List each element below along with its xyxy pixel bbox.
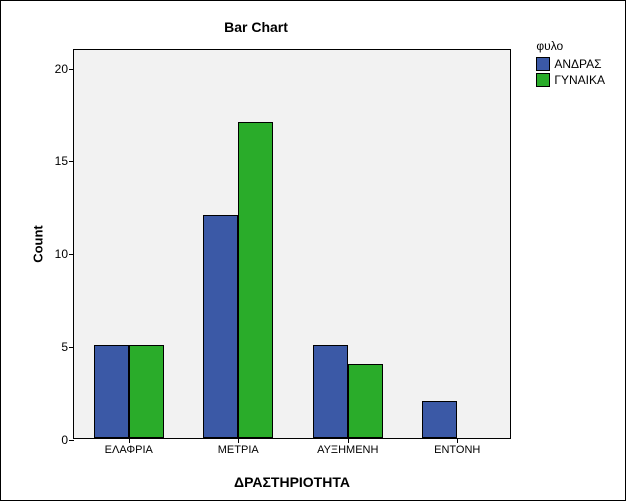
x-axis-label: ΔΡΑΣΤΗΡΙΟΤΗΤΑ [73, 474, 511, 490]
x-tick-mark [348, 438, 349, 443]
y-tick-mark [69, 254, 74, 255]
x-tick-mark [129, 438, 130, 443]
bar-ΑΝΔΡΑΣ-ΕΛΑΦΡΙΑ [94, 345, 129, 438]
chart-container: Bar Chart φυλο ΑΝΔΡΑΣΓΥΝΑΙΚΑ Count 05101… [0, 0, 626, 501]
bar-ΑΝΔΡΑΣ-ΑΥΞΗΜΕΝΗ [313, 345, 348, 438]
y-tick-label: 10 [34, 247, 74, 261]
legend-swatch [536, 73, 550, 87]
y-tick-mark [69, 440, 74, 441]
legend-label: ΑΝΔΡΑΣ [554, 57, 601, 71]
bar-ΑΝΔΡΑΣ-ΕΝΤΟΝΗ [422, 401, 457, 438]
bar-ΓΥΝΑΙΚΑ-ΜΕΤΡΙΑ [238, 122, 273, 438]
y-tick-label: 0 [34, 433, 74, 447]
bar-ΓΥΝΑΙΚΑ-ΕΛΑΦΡΙΑ [129, 345, 164, 438]
y-tick-mark [69, 161, 74, 162]
y-tick-label: 15 [34, 154, 74, 168]
legend-swatch [536, 57, 550, 71]
legend-item: ΓΥΝΑΙΚΑ [536, 73, 605, 87]
bar-ΓΥΝΑΙΚΑ-ΑΥΞΗΜΕΝΗ [348, 364, 383, 438]
y-tick-label: 20 [34, 62, 74, 76]
plot-area: 05101520ΕΛΑΦΡΙΑΜΕΤΡΙΑΑΥΞΗΜΕΝΗΕΝΤΟΝΗ [73, 49, 511, 439]
y-tick-label: 5 [34, 340, 74, 354]
legend-label: ΓΥΝΑΙΚΑ [554, 73, 605, 87]
y-tick-mark [69, 69, 74, 70]
y-tick-mark [69, 347, 74, 348]
x-tick-mark [238, 438, 239, 443]
bar-ΑΝΔΡΑΣ-ΜΕΤΡΙΑ [203, 215, 238, 438]
legend-item: ΑΝΔΡΑΣ [536, 57, 605, 71]
x-tick-mark [457, 438, 458, 443]
legend: φυλο ΑΝΔΡΑΣ ΓΥΝΑΙΚΑ [536, 39, 605, 89]
chart-title: Bar Chart [1, 19, 511, 35]
legend-title: φυλο [536, 39, 605, 53]
